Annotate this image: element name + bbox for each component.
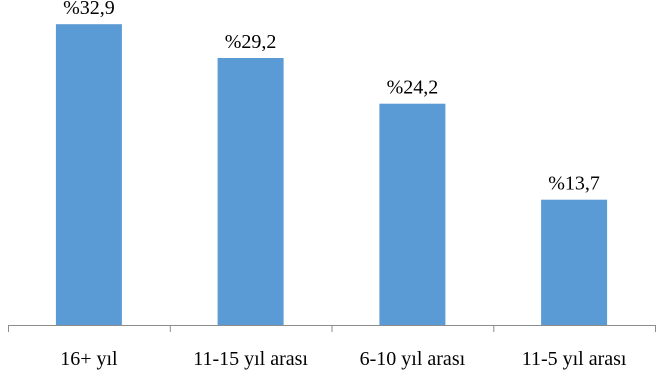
bar-4 xyxy=(541,199,608,325)
bar-1 xyxy=(55,24,122,325)
data-label-1: %32,9 xyxy=(63,0,115,19)
data-label-3: %24,2 xyxy=(387,77,439,99)
x-tick-label-4: 11-5 yıl arası xyxy=(522,348,627,370)
x-tick-labels-group: 16+ yıl 11-15 yıl arası 6-10 yıl arası 11-5… xyxy=(60,348,627,370)
x-axis xyxy=(8,325,656,332)
x-tick-label-3: 6-10 yıl arası xyxy=(360,348,466,370)
bar-3 xyxy=(379,103,446,325)
x-tick-label-1: 16+ yıl xyxy=(60,348,118,370)
data-labels-group: %32,9 %29,2 %24,2 %13,7 xyxy=(63,0,600,195)
bars-group xyxy=(55,24,608,325)
x-tick-label-2: 11-15 yıl arası xyxy=(193,348,308,370)
data-label-4: %13,7 xyxy=(548,173,600,195)
bar-2 xyxy=(217,58,284,325)
data-label-2: %29,2 xyxy=(225,31,277,53)
